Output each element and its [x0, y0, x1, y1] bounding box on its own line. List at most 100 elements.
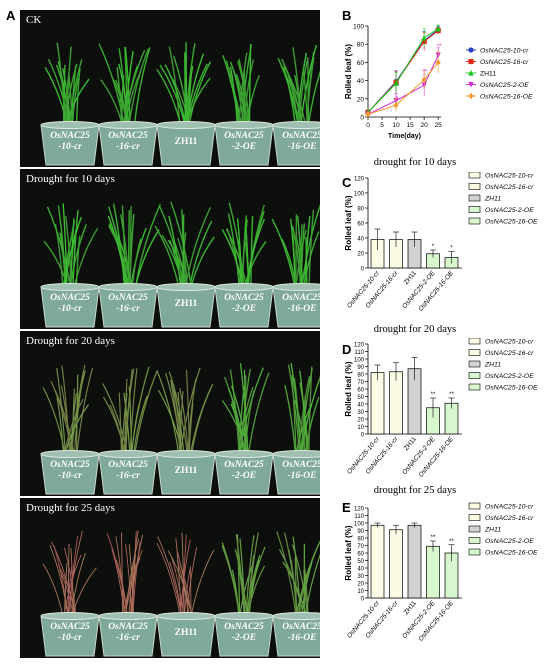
pot-label-line: -10-cr — [58, 633, 82, 643]
category-label: OsNAC25-16-cr — [364, 435, 400, 476]
pot-label-line: -10-cr — [58, 304, 82, 314]
y-tick-label: 70 — [357, 380, 364, 386]
bar — [407, 524, 422, 599]
legend-item: OsNAC25-2-OE — [466, 81, 529, 89]
chart-title-20-days: drought for 20 days — [373, 324, 457, 335]
y-tick-label: 40 — [357, 236, 364, 242]
y-tick-label: 40 — [357, 78, 365, 85]
photo-drought-25-days: Drought for 25 days OsNAC25 -10-cr OsNAC25… — [20, 498, 320, 658]
pot-label-line: OsNAC25 — [224, 293, 264, 303]
series — [365, 24, 441, 116]
y-tick-label: 90 — [357, 365, 364, 371]
rice-plant — [271, 203, 320, 292]
line-chart-rolled-leaf: 0 20 40 60 80 100 0 5 10 15 20 25 Time(day) Rolled le… — [344, 24, 533, 141]
pot-label-line: ZH11 — [174, 299, 198, 309]
data-point — [365, 111, 371, 118]
panel-label-e: E — [342, 500, 351, 515]
pot-label-line: -2-OE — [231, 471, 257, 481]
legend-label: ZH11 — [480, 71, 496, 78]
pot-label: OsNAC25 -2-OE — [216, 460, 272, 482]
y-tick-label: 50 — [357, 395, 364, 401]
category-label: OsNAC25-16-cr — [364, 269, 400, 310]
y-tick-label: 20 — [357, 96, 365, 103]
legend-item: ZH11 — [468, 525, 501, 534]
x-tick-label: 10 — [392, 122, 400, 129]
legend-swatch — [468, 172, 481, 179]
pot-label: ZH11 — [158, 137, 214, 148]
pot-label-line: OsNAC25 — [108, 622, 148, 632]
photo-ck: CK OsNAC25 -10-cr OsNAC25 -16-cr ZH11 OsNAC25… — [20, 10, 320, 167]
category-label: ZH11 — [403, 435, 419, 452]
photo-drought-20-days: Drought for 20 days OsNAC25 -10-cr OsNAC25… — [20, 331, 320, 496]
legend-label: OsNAC25-2-OE — [485, 373, 534, 380]
legend-label: OsNAC25-10-cr — [485, 173, 534, 180]
pot-label-line: -16-OE — [287, 471, 317, 481]
legend-item: ZH11 — [468, 360, 501, 369]
x-tick-label: 20 — [421, 122, 429, 129]
data-point — [468, 69, 474, 76]
significance-mark: ** — [437, 44, 442, 50]
y-tick-label: 100 — [354, 521, 365, 527]
legend-swatch — [468, 349, 481, 356]
data-point — [468, 92, 474, 100]
rice-plant — [221, 363, 270, 459]
legend-item: OsNAC25-16-cr — [468, 514, 534, 522]
significance-mark: ** — [449, 539, 454, 545]
pot-rim — [156, 121, 216, 129]
pot-label-line: OsNAC25 — [50, 293, 90, 303]
rice-plant — [42, 530, 97, 621]
pot-rim — [214, 612, 274, 620]
legend-item: OsNAC25-16-OE — [468, 217, 538, 226]
pot-rim — [214, 121, 274, 129]
pot-label: OsNAC25 -2-OE — [216, 293, 272, 315]
bar-chart-10-days: 0 20 40 60 80 100 120 Rolled leaf (%) OsNAC25-10… — [344, 172, 538, 313]
pot-label-line: OsNAC25 — [108, 131, 148, 141]
y-tick-label: 0 — [361, 596, 365, 602]
legend-swatch — [468, 502, 481, 510]
y-axis-label: Rolled leaf (%) — [344, 44, 353, 99]
legend-swatch — [468, 548, 481, 556]
category-label: OsNAC25-16-OE — [417, 599, 455, 642]
pot-rim — [272, 612, 320, 620]
rice-plant — [107, 203, 161, 292]
pot-rim — [272, 121, 320, 129]
pot-label: ZH11 — [158, 466, 214, 477]
pot-label-line: OsNAC25 — [224, 622, 264, 632]
pot-rim — [98, 121, 158, 129]
data-point — [468, 58, 474, 65]
significance-mark: ** — [423, 69, 428, 75]
pot-label: OsNAC25 -16-OE — [274, 131, 320, 153]
y-tick-label: 120 — [354, 342, 365, 348]
pot-label-line: OsNAC25 — [108, 293, 148, 303]
legend-swatch — [468, 217, 481, 225]
legend-swatch — [468, 338, 481, 345]
y-axis-label: Rolled leaf (%) — [344, 525, 353, 580]
rice-plant — [221, 532, 266, 621]
pot-rim — [272, 450, 320, 458]
y-tick-label: 40 — [357, 566, 364, 572]
significance-mark: ** — [431, 392, 436, 398]
legend-label: ZH11 — [484, 196, 501, 203]
pot-label-line: -16-OE — [287, 304, 317, 314]
pot-label-line: OsNAC25 — [282, 293, 320, 303]
legend-label: OsNAC25-10-cr — [485, 339, 534, 346]
rice-plant — [156, 42, 212, 130]
legend-swatch — [468, 525, 481, 533]
legend-swatch — [468, 206, 481, 213]
pot-label: OsNAC25 -10-cr — [42, 622, 98, 644]
pot-label-line: OsNAC25 — [50, 460, 90, 470]
bar — [389, 371, 403, 435]
y-tick-label: 120 — [354, 506, 365, 512]
data-point — [468, 81, 474, 88]
y-tick-label: 0 — [361, 432, 365, 438]
legend-label: OsNAC25-16-cr — [485, 515, 534, 522]
data-point — [393, 80, 399, 86]
pot-label: OsNAC25 -16-OE — [274, 293, 320, 315]
y-tick-label: 70 — [357, 544, 364, 550]
pot-label-line: OsNAC25 — [282, 131, 320, 141]
legend-item: OsNAC25-16-OE — [466, 92, 533, 101]
data-point — [421, 34, 427, 41]
pot-label: OsNAC25 -16-cr — [100, 131, 156, 153]
pot-label: ZH11 — [158, 628, 214, 639]
legend-label: OsNAC25-16-OE — [485, 550, 538, 557]
